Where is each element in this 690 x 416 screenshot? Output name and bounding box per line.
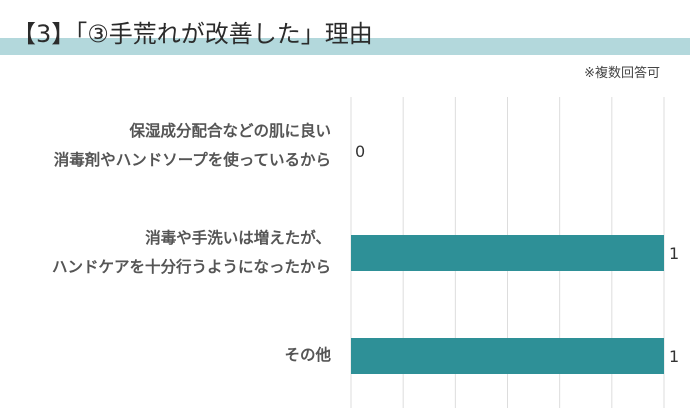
title-band xyxy=(0,38,690,55)
value-label-3: 1 xyxy=(669,347,680,366)
multiple-answers-note: ※複数回答可 xyxy=(584,66,660,81)
category-label-2: 消毒や手洗いは増えたが、 ハンドケアを十分行うようになったから xyxy=(51,229,331,276)
category-label-3: その他 xyxy=(284,346,331,364)
bar-3 xyxy=(351,338,664,374)
page-title: 【3】「③手荒れが改善した」理由 xyxy=(12,20,373,48)
value-label-2: 1 xyxy=(669,244,680,263)
category-label-1: 保湿成分配合などの肌に良い 消毒剤やハンドソープを使っているから xyxy=(53,122,331,169)
bar-2 xyxy=(351,235,664,271)
value-label-1: 0 xyxy=(355,142,366,161)
